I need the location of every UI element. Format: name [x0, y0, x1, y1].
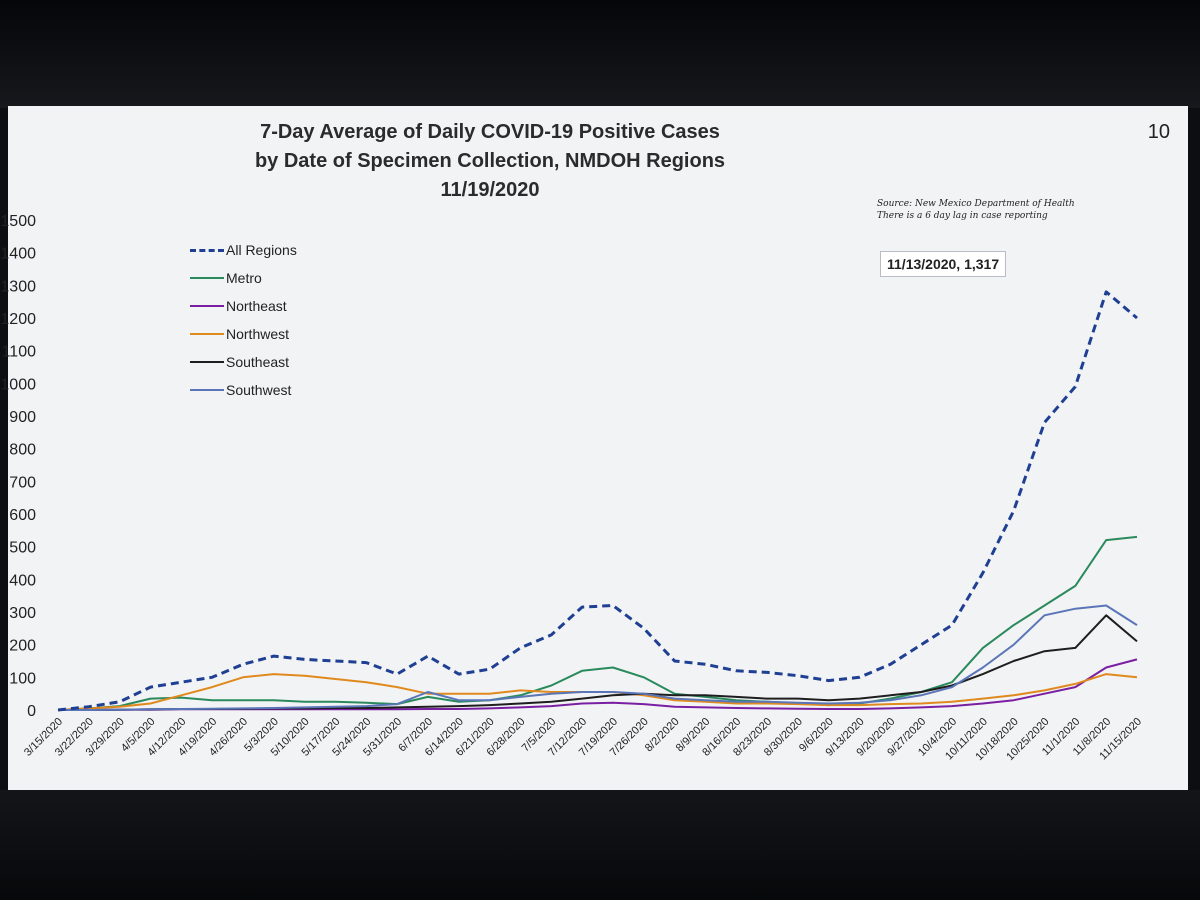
source-line: Source: New Mexico Department of Health — [877, 199, 1075, 209]
legend-item-northwest: Northwest — [190, 320, 297, 348]
chart-title-line2: by Date of Specimen Collection, NMDOH Re… — [254, 150, 726, 172]
chart-title-line3: 11/19/2020 — [440, 179, 540, 201]
y-tick-label: 600 — [9, 507, 36, 524]
y-tick-label: 800 — [9, 442, 36, 459]
legend-swatch — [190, 248, 224, 252]
slide-page-number: 10 — [1147, 121, 1170, 143]
y-tick-label: 1300 — [0, 278, 36, 295]
legend-item-northeast: Northeast — [190, 292, 297, 320]
series-line-metro — [57, 535, 1138, 711]
y-tick-label: 400 — [9, 572, 36, 589]
x-axis-labels: 3/15/20203/22/20203/29/20204/5/20204/12/… — [22, 716, 1144, 763]
y-tick-label: 300 — [9, 605, 36, 622]
legend-swatch — [190, 389, 224, 391]
lag-note: There is a 6 day lag in case reporting — [877, 211, 1048, 221]
monitor-bezel-top — [0, 0, 1200, 108]
y-tick-label: 1100 — [2, 344, 37, 361]
legend-label: Northeast — [226, 298, 287, 314]
y-axis-labels: 0 100 200 300 400 500 600 700 800 900 1000 1100 1200… — [0, 213, 36, 720]
legend-swatch — [190, 305, 224, 307]
y-tick-label: 900 — [9, 409, 36, 426]
legend-item-southeast: Southeast — [190, 348, 297, 376]
legend-item-southwest: Southwest — [190, 376, 297, 404]
series-line-southwest — [58, 604, 1138, 711]
legend-swatch — [190, 333, 224, 335]
legend-item-all-regions: All Regions — [190, 236, 297, 264]
y-tick-label: 1000 — [0, 376, 36, 393]
legend: All Regions Metro Northeast Northwest So… — [190, 236, 297, 404]
series-lines — [57, 290, 1138, 712]
y-tick-label: 1200 — [0, 311, 36, 328]
y-tick-label: 500 — [9, 540, 36, 557]
y-tick-label: 1500 — [0, 213, 36, 230]
chart-title-line1: 7-Day Average of Daily COVID-19 Positive… — [260, 121, 720, 143]
y-tick-label: 700 — [9, 474, 36, 491]
legend-label: All Regions — [226, 242, 297, 258]
series-line-all-regions — [57, 290, 1138, 712]
y-tick-label: 1400 — [0, 246, 36, 263]
legend-label: Metro — [226, 270, 262, 286]
y-tick-label: 0 — [27, 703, 36, 720]
slide-screen — [8, 106, 1188, 790]
legend-swatch — [190, 361, 224, 363]
legend-label: Northwest — [226, 326, 290, 342]
legend-label: Southeast — [226, 354, 290, 370]
monitor-bezel-bottom — [0, 790, 1200, 900]
y-tick-label: 100 — [9, 670, 36, 687]
legend-swatch — [190, 277, 224, 279]
legend-item-metro: Metro — [190, 264, 297, 292]
chart-title: 7-Day Average of Daily COVID-19 Positive… — [200, 118, 780, 205]
source-note: Source: New Mexico Department of Health … — [877, 198, 1075, 222]
series-line-southeast — [58, 614, 1138, 711]
legend-label: Southwest — [226, 382, 292, 398]
peak-callout: 11/13/2020, 1,317 — [880, 251, 1007, 277]
y-tick-label: 200 — [9, 638, 36, 655]
